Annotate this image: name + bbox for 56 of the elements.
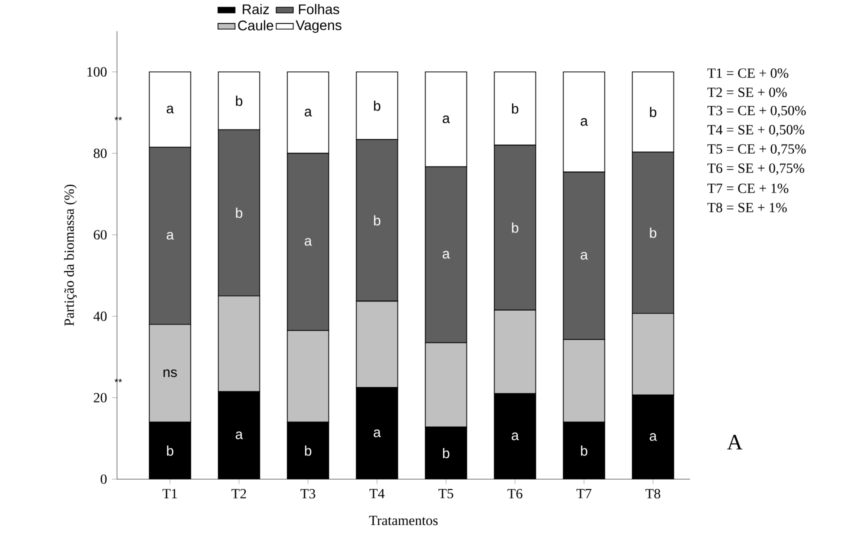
y-tick-label: 60 — [94, 230, 107, 240]
x-axis-title: Tratamentos — [369, 516, 438, 526]
y-tick-label: 80 — [94, 148, 107, 158]
y-tick-label: 0 — [100, 474, 107, 484]
data-label: a — [442, 115, 450, 124]
text: T3 = CE + 0,50% — [707, 106, 806, 118]
text: T8 = SE + 1% — [707, 202, 787, 212]
x-tick-label: T8 — [646, 488, 660, 498]
text: T6 = SE + 0,75% — [707, 163, 804, 175]
data-label: b — [512, 103, 518, 114]
y-tick-label: 20 — [94, 392, 107, 402]
text: T5 = CE + 0,75% — [707, 144, 806, 156]
legend-label: Raiz — [242, 4, 269, 14]
x-tick-label: T5 — [438, 488, 454, 498]
x-tick-label: T2 — [232, 488, 246, 498]
data-label: a — [580, 118, 588, 126]
data-label: a — [236, 431, 243, 440]
data-label: a — [512, 432, 519, 440]
data-label: b — [374, 215, 380, 226]
data-label: b — [443, 448, 450, 458]
data-label: a — [442, 250, 450, 258]
legend-label: Vagens — [296, 20, 342, 33]
annotation: ** — [114, 116, 122, 120]
data-label: ns — [164, 369, 177, 378]
annotation: ** — [114, 378, 122, 382]
x-tick-label: T1 — [162, 488, 177, 498]
data-label: b — [305, 445, 312, 456]
data-label: a — [304, 108, 312, 116]
data-label: a — [650, 433, 657, 441]
data-label: a — [166, 106, 174, 114]
y-tick-label: 40 — [93, 311, 107, 321]
data-label: a — [374, 429, 381, 438]
data-label: a — [304, 238, 312, 246]
text: T1 = CE + 0% — [707, 68, 788, 78]
text: T4 = SE + 0,50% — [707, 124, 804, 136]
x-tick-label: T6 — [508, 488, 522, 498]
y-tick-label: 100 — [87, 67, 107, 77]
data-label: b — [650, 228, 656, 238]
x-tick-label: T3 — [300, 488, 316, 498]
text: A — [727, 434, 743, 450]
x-tick-label: T7 — [576, 488, 592, 498]
text: T7 = CE + 1% — [707, 184, 788, 194]
legend-label: Caule — [238, 20, 274, 30]
legend-label: Folhas — [298, 4, 340, 14]
data-label: b — [167, 445, 174, 456]
data-label: b — [512, 222, 518, 233]
data-label: b — [374, 100, 380, 111]
x-tick-label: T4 — [370, 488, 385, 498]
data-label: a — [166, 232, 174, 240]
data-label: b — [236, 208, 242, 218]
y-axis-title: Partição da biomassa (%) — [64, 184, 77, 326]
text: T2 = SE + 0% — [707, 88, 787, 98]
data-label: b — [581, 445, 588, 456]
data-label: b — [236, 96, 242, 106]
data-label: a — [580, 252, 588, 260]
data-label: b — [650, 106, 656, 118]
